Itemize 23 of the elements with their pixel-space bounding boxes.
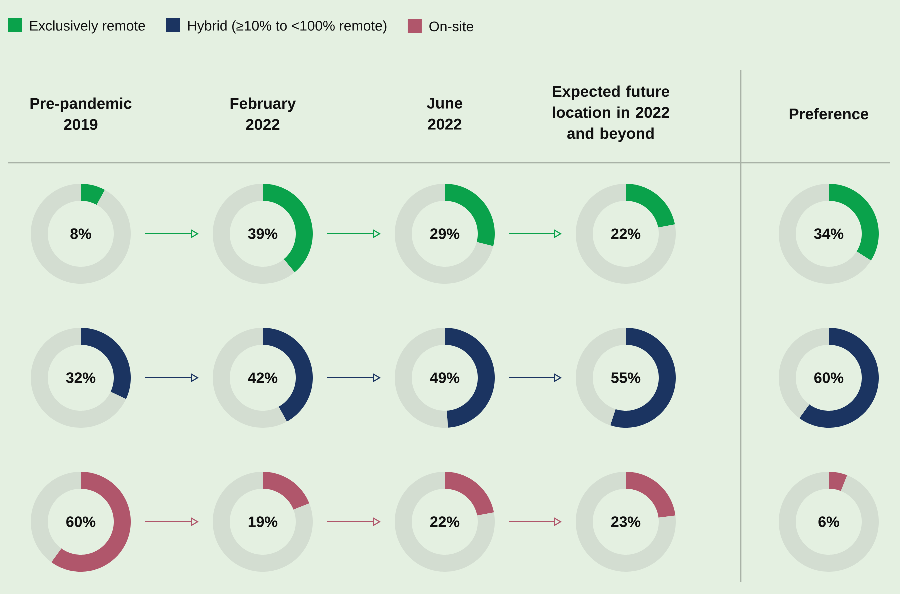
text: 6% [818, 516, 840, 528]
text: 55% [611, 372, 641, 384]
text: 60% [814, 372, 844, 384]
text: 39% [248, 228, 278, 240]
text: 42% [248, 372, 278, 384]
chart-title: Preference [790, 108, 869, 120]
chart-title: June 2022 [427, 98, 463, 130]
text: 23% [612, 516, 641, 528]
chart-title: Pre-pandemic 2019 [30, 98, 132, 130]
legend-label: Hybrid (≥10% to <100% remote) [188, 20, 387, 34]
text: 60% [66, 516, 96, 528]
chart-title: Expected future location in 2022 and beyond [553, 86, 670, 142]
text: 22% [430, 516, 460, 528]
text: 29% [430, 228, 460, 240]
chart-title: February 2022 [230, 98, 296, 130]
legend-label: On-site [430, 21, 474, 32]
text: 32% [66, 372, 96, 384]
text: 49% [430, 372, 460, 384]
text: 22% [612, 228, 641, 240]
text: 34% [814, 228, 844, 240]
text: 8% [70, 228, 92, 240]
legend-label: Exclusively remote [30, 20, 146, 34]
text: 19% [248, 516, 278, 528]
